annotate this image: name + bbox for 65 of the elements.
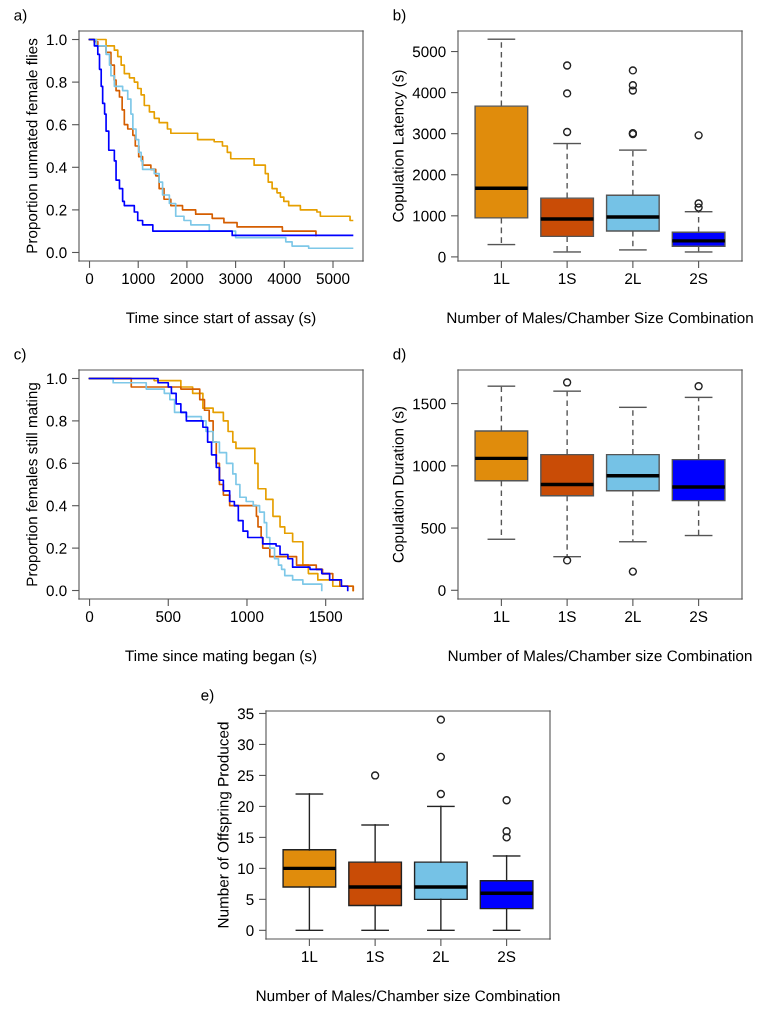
- y-axis-title: Number of Offspring Produced: [217, 722, 232, 928]
- y-tick-label: 0.0: [46, 247, 67, 259]
- x-axis-title: Time since mating began (s): [125, 650, 317, 665]
- chart-title: c): [14, 348, 26, 363]
- x-axis-title: Number of Males/Chamber size Combination: [256, 990, 560, 1002]
- x-tick-label: 4000: [267, 273, 301, 285]
- y-tick-label: 5000: [412, 46, 446, 58]
- x-tick-label: 1S: [558, 273, 576, 285]
- y-tick-label: 2000: [412, 169, 446, 181]
- y-tick-label: 0.4: [46, 500, 67, 512]
- x-tick-label: 1000: [122, 273, 155, 285]
- y-tick-label: 25: [237, 770, 254, 782]
- y-tick-label: 5: [246, 894, 254, 906]
- x-tick-label: 0: [85, 611, 94, 623]
- chart-title: b): [393, 9, 406, 24]
- x-axis-title: Number of Males/Chamber size Combination: [448, 650, 752, 662]
- y-tick-label: 35: [237, 708, 254, 720]
- x-tick-label: 2L: [433, 951, 449, 962]
- y-tick-label: 15: [238, 832, 254, 844]
- y-axis-title: Proportion unmated female flies: [26, 38, 41, 253]
- y-tick-label: 0.8: [46, 415, 67, 427]
- y-tick-label: 0.6: [46, 119, 67, 131]
- x-axis-title: Number of Males/Chamber Size Combination: [447, 312, 753, 324]
- x-tick-label: 500: [156, 611, 181, 623]
- y-tick-label: 0: [438, 251, 446, 263]
- y-axis-title: Proportion females still mating: [26, 383, 41, 586]
- y-axis-title: Copulation Latency (s): [392, 70, 407, 222]
- x-tick-label: 1500: [309, 611, 343, 623]
- y-tick-label: 0.4: [46, 162, 67, 173]
- y-tick-label: 1.0: [47, 373, 67, 385]
- y-tick-label: 500: [421, 522, 446, 534]
- y-tick-label: 0.8: [46, 76, 67, 88]
- y-tick-label: 20: [237, 801, 254, 813]
- y-tick-label: 0.0: [46, 585, 67, 597]
- x-tick-label: 1S: [366, 951, 384, 963]
- x-tick-label: 0: [85, 273, 94, 285]
- x-axis-title: Time since start of assay (s): [126, 312, 316, 327]
- x-tick-label: 2L: [625, 273, 641, 284]
- x-tick-label: 2000: [170, 273, 204, 285]
- chart-title: d): [393, 348, 406, 363]
- y-tick-label: 3000: [412, 128, 446, 140]
- y-tick-label: 0: [438, 585, 446, 596]
- x-tick-label: 2S: [498, 951, 516, 963]
- y-tick-label: 30: [237, 739, 254, 751]
- y-tick-label: 0.2: [46, 204, 67, 216]
- x-tick-label: 1S: [558, 611, 576, 623]
- y-tick-label: 0: [246, 925, 254, 937]
- y-tick-label: 4000: [412, 87, 446, 99]
- chart-title: e): [201, 689, 214, 704]
- x-tick-label: 1L: [494, 611, 510, 622]
- y-axis-title: Copulation Duration (s): [392, 406, 407, 563]
- y-tick-label: 1500: [413, 398, 446, 410]
- x-tick-label: 2S: [690, 611, 708, 623]
- x-tick-label: 2S: [690, 273, 708, 285]
- chart-title: a): [14, 9, 27, 24]
- x-tick-label: 2L: [625, 611, 641, 622]
- x-tick-label: 1L: [494, 273, 510, 284]
- x-tick-label: 1L: [302, 951, 318, 962]
- y-tick-label: 0.2: [46, 542, 67, 554]
- y-tick-label: 0.6: [46, 458, 67, 469]
- y-tick-label: 1.0: [47, 34, 67, 46]
- y-tick-label: 1000: [413, 460, 446, 472]
- y-tick-label: 10: [238, 863, 254, 875]
- x-tick-label: 5000: [316, 273, 350, 285]
- y-tick-label: 1000: [413, 210, 446, 222]
